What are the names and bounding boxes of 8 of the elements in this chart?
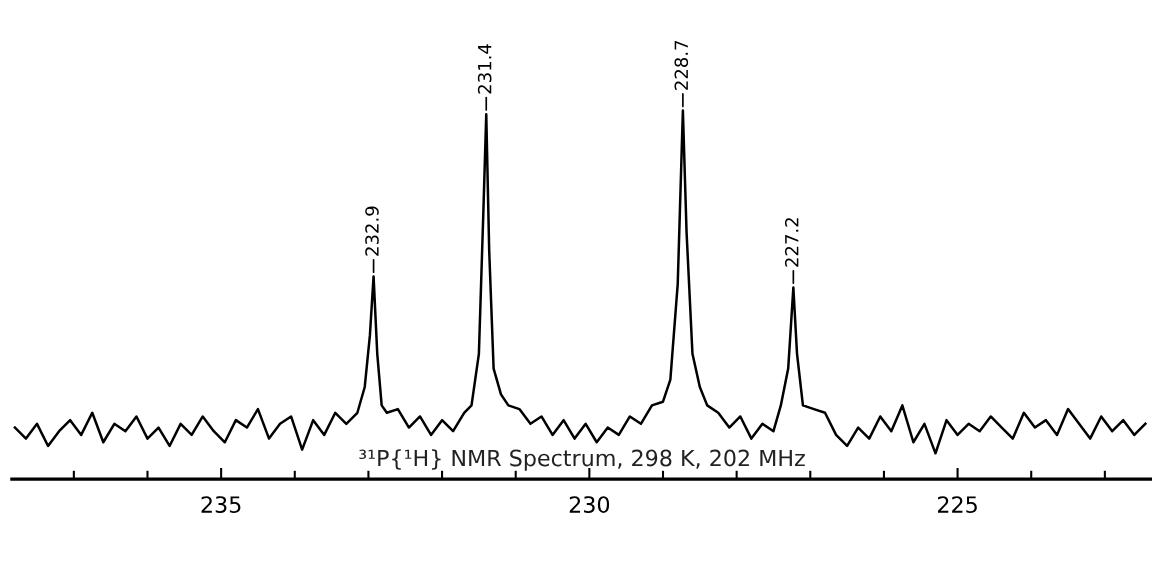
x-tick-label: 230: [569, 496, 610, 513]
x-tick-label: 235: [201, 496, 241, 513]
annotation: 231.4: [477, 44, 492, 94]
annotation: 227.2: [784, 218, 799, 267]
annotation: 232.9: [365, 206, 379, 256]
annotation: 228.7: [674, 40, 689, 90]
x-tick-label: 225: [938, 496, 977, 513]
annotation: ³¹P{¹H} NMR Spectrum, 298 K, 202 MHz: [359, 449, 805, 471]
